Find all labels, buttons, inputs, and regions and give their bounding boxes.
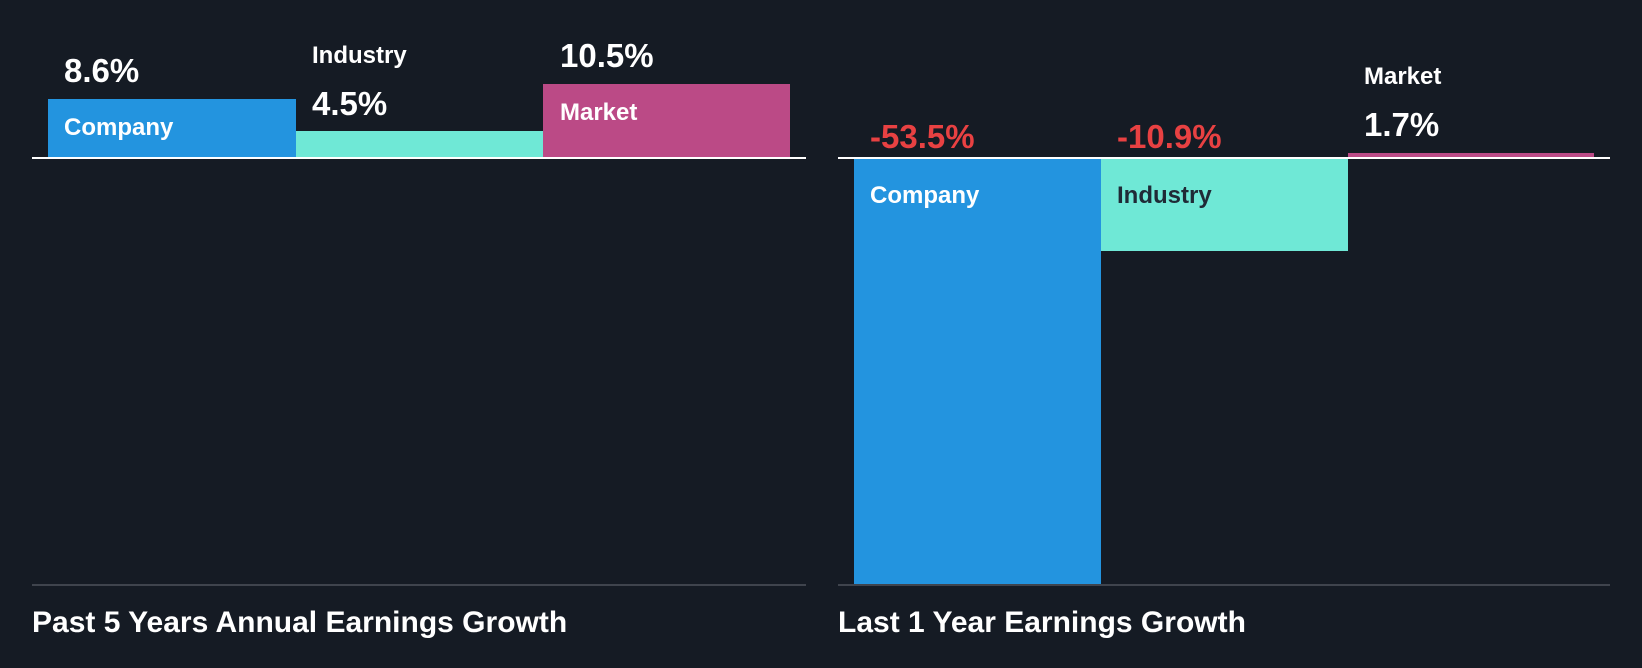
label-company: Company — [870, 182, 980, 209]
value-industry: -10.9% — [1117, 118, 1222, 155]
label-industry: Industry — [312, 42, 407, 69]
value-industry: 4.5% — [312, 85, 388, 122]
bar-company — [854, 158, 1101, 585]
zero-axis-line — [32, 157, 806, 159]
value-company: -53.5% — [870, 118, 975, 155]
label-industry: Industry — [1117, 182, 1212, 209]
zero-axis-line — [838, 157, 1610, 159]
chart-floor-line — [32, 584, 806, 586]
value-market: 10.5% — [560, 37, 654, 74]
value-company: 8.6% — [64, 52, 140, 89]
label-market: Market — [560, 99, 638, 126]
chart-floor-line — [838, 584, 1610, 586]
bar-market — [1348, 153, 1594, 158]
chart-title: Past 5 Years Annual Earnings Growth — [32, 606, 568, 639]
chart-title: Last 1 Year Earnings Growth — [838, 606, 1246, 639]
chart-last-1-year: -53.5% Company -10.9% Industry Market 1.… — [820, 0, 1642, 668]
bar-market — [543, 84, 790, 158]
value-market: 1.7% — [1364, 106, 1440, 143]
bar-company — [48, 99, 296, 158]
chart-past-5-years: 8.6% Company Industry 4.5% 10.5% Market … — [0, 0, 820, 668]
label-company: Company — [64, 114, 174, 141]
bar-industry — [1101, 158, 1348, 251]
label-market: Market — [1364, 63, 1442, 90]
bar-industry — [296, 131, 543, 158]
